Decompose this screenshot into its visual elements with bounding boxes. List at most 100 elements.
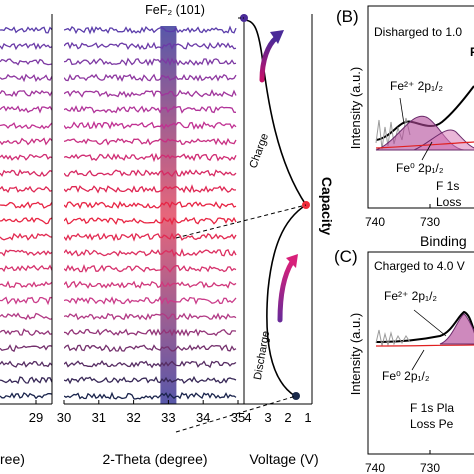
xrd-left-trace-23: [0, 392, 52, 400]
xrd-main-trace-3: [64, 73, 237, 82]
xps-c-peak-fe2-label: Fe²⁺ 2p₁/₂: [384, 289, 437, 303]
xps-c-tick-740: 740: [365, 461, 385, 474]
xrd-left-trace-6: [0, 122, 52, 130]
xrd-left-trace-14: [0, 249, 52, 257]
xrd-left-xlabel: ree): [0, 451, 25, 467]
xrd-left-trace-21: [0, 360, 52, 368]
xps-b-tick-730: 730: [420, 215, 440, 229]
xrd-main-trace-9: [64, 169, 237, 178]
xps-c-frame: [367, 251, 474, 455]
xps-c-annotation: Charged to 4.0 V: [374, 259, 465, 273]
panel-c-label: (C): [334, 247, 358, 266]
xps-panel-b: (B) Disharged to 1.0 F Fe²⁺ 2p₁/₂ Fe⁰ 2p…: [336, 5, 474, 249]
xrd-main-tick-31: 31: [92, 410, 106, 425]
xrd-main-trace-7: [64, 137, 237, 146]
xps-b-peak-fe0-label: Fe⁰ 2p₁/₂: [396, 161, 444, 175]
xrd-main-ticks: 30 31 32 33 34 35: [57, 400, 245, 425]
xps-c-tick-730: 730: [420, 461, 440, 474]
xrd-left-trace-18: [0, 312, 52, 321]
xrd-main-trace-16: [64, 280, 237, 289]
connector-mid: [175, 204, 307, 239]
xrd-left-trace-8: [0, 153, 52, 161]
charge-arrow: [259, 35, 279, 83]
xps-c-loss-label-1: F 1s Pla: [410, 401, 454, 415]
xrd-left-trace-11: [0, 201, 52, 209]
voltage-xlabel: Voltage (V): [249, 451, 318, 467]
xrd-main-trace-12: [64, 216, 237, 226]
xps-b-fe0-leader: [421, 141, 433, 161]
xps-b-bold-fragment: F: [470, 45, 474, 59]
xrd-main-trace-15: [64, 263, 237, 273]
xps-b-ylabel: Intensity (a.u.): [348, 67, 363, 149]
xrd-main-trace-23: [64, 391, 237, 400]
xrd-main-trace-2: [64, 57, 237, 67]
xrd-main-trace-18: [64, 312, 237, 321]
xrd-left-trace-5: [0, 105, 52, 114]
xps-c-fe0-leader: [411, 349, 425, 371]
voltage-tick-2: 2: [284, 410, 291, 425]
xrd-left-trace-1: [0, 42, 52, 51]
xps-b-tick-740: 740: [365, 215, 385, 229]
xps-c-ylabel: Intensity (a.u.): [348, 313, 363, 395]
xps-panel-c: (C) Charged to 4.0 V Fe²⁺ 2p₁/₂ Fe⁰ 2p₁/…: [334, 247, 474, 474]
xrd-main-tick-33: 33: [161, 410, 175, 425]
xrd-left-trace-12: [0, 216, 52, 225]
xrd-left-trace-10: [0, 185, 52, 194]
xrd-main-tick-34: 34: [196, 410, 210, 425]
voltage-tick-1: 1: [304, 410, 311, 425]
xrd-main-panel: 30 31 32 33 34 35 FeF₂ (101) 2-Theta (degree): [57, 3, 245, 467]
xps-c-envelope: [375, 310, 474, 343]
xps-b-peak-fe2-label: Fe²⁺ 2p₁/₂: [390, 79, 443, 93]
discharge-arrow: [277, 259, 295, 323]
xrd-left-trace-17: [0, 296, 52, 306]
xps-c-background: [375, 344, 474, 347]
xrd-main-trace-19: [64, 328, 237, 337]
xrd-left-trace-15: [0, 264, 52, 273]
xrd-left-trace-19: [0, 328, 52, 337]
xrd-left-trace-22: [0, 376, 52, 385]
fef2-101-highlight-band: [160, 26, 177, 404]
xrd-main-tick-35: 35: [231, 410, 245, 425]
xrd-left-trace-7: [0, 137, 52, 146]
xrd-main-trace-13: [64, 232, 237, 242]
xrd-title: FeF₂ (101): [145, 3, 205, 17]
xps-b-background: [375, 141, 474, 149]
discharge-label: Discharge: [252, 330, 272, 381]
xrd-main-tick-32: 32: [126, 410, 140, 425]
discharge-arrow-head: [286, 254, 298, 268]
voltage-marker-bottom: [292, 392, 300, 400]
capacity-ylabel: Capacity: [319, 177, 335, 236]
xrd-main-trace-8: [64, 152, 237, 163]
xrd-main-trace-22: [64, 375, 237, 385]
xps-c-fe2-leader: [413, 309, 447, 337]
xrd-left-trace-13: [0, 232, 52, 241]
xps-c-peak-fe0-label: Fe⁰ 2p₁/₂: [382, 369, 430, 383]
xrd-main-tick-30: 30: [57, 410, 71, 425]
voltage-tick-3: 3: [264, 410, 271, 425]
xps-b-frame: [367, 5, 474, 209]
xrd-main-trace-20: [64, 344, 237, 353]
xrd-main-trace-11: [64, 200, 237, 210]
xrd-left-traces: [0, 26, 52, 400]
xrd-main-trace-0: [64, 25, 237, 35]
xrd-main-traces: [64, 25, 237, 400]
xps-c-raw-noise: [375, 329, 411, 347]
xrd-main-trace-4: [64, 89, 237, 98]
xps-b-loss-label-1: F 1s: [436, 179, 459, 193]
xrd-main-trace-5: [64, 105, 237, 114]
xrd-left-trace-16: [0, 280, 52, 289]
xps-b-xlabel: Binding: [420, 233, 467, 249]
xrd-left-trace-9: [0, 169, 52, 177]
xrd-left-trace-2: [0, 58, 52, 66]
xrd-main-xlabel: 2-Theta (degree): [102, 451, 207, 467]
charge-arrow-head: [270, 30, 284, 44]
xrd-main-trace-1: [64, 41, 237, 51]
xrd-main-trace-10: [64, 184, 237, 194]
xrd-main-trace-14: [64, 248, 237, 258]
xps-b-fe2-leader: [399, 97, 405, 125]
xps-c-loss-label-2: Loss Pe: [410, 417, 454, 431]
xrd-main-trace-17: [64, 295, 237, 306]
xps-c-peak-fe2: [439, 313, 474, 345]
xps-b-loss-label-2: Loss: [436, 195, 461, 209]
xrd-left-tick-29: 29: [29, 410, 43, 425]
